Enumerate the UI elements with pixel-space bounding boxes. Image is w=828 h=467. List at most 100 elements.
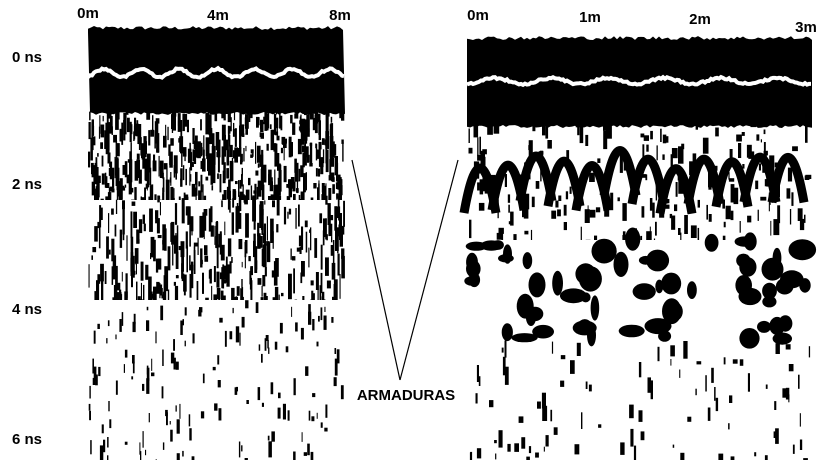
signal-streak (629, 404, 634, 419)
signal-streak (115, 110, 119, 130)
signal-blob (498, 254, 514, 263)
signal-streak (468, 147, 473, 154)
signal-blob (661, 272, 682, 295)
signal-streak (775, 428, 779, 444)
signal-streak (650, 130, 653, 140)
signal-streak (508, 204, 510, 213)
signal-streak (324, 427, 328, 432)
signal-streak (747, 373, 750, 392)
signal-streak (545, 124, 549, 139)
signal-streak (98, 366, 101, 377)
signal-blob (799, 278, 811, 293)
signal-streak (320, 422, 323, 428)
signal-streak (325, 404, 328, 418)
signal-blob (775, 278, 794, 295)
signal-streak (160, 170, 164, 175)
signal-streak (159, 283, 161, 299)
signal-streak (276, 153, 280, 165)
signal-streak (101, 155, 104, 167)
signal-streak (304, 111, 307, 116)
signal-streak (183, 288, 186, 296)
signal-streak (321, 291, 325, 300)
signal-streak (192, 149, 194, 162)
signal-streak (112, 167, 115, 188)
signal-streak (272, 195, 276, 200)
signal-streak (312, 393, 316, 398)
signal-streak (729, 149, 733, 163)
signal-streak (158, 155, 160, 177)
signal-streak (184, 340, 186, 347)
signal-streak (217, 355, 220, 365)
signal-streak (202, 158, 206, 172)
signal-streak (535, 452, 539, 458)
signal-streak (517, 174, 522, 180)
signal-streak (106, 338, 108, 344)
signal-streak (163, 275, 167, 300)
signal-streak (804, 214, 806, 223)
signal-streak (270, 218, 274, 243)
signal-streak (280, 115, 283, 131)
signal-blob (511, 333, 538, 343)
signal-streak (175, 251, 179, 269)
signal-streak (277, 407, 281, 419)
signal-streak (325, 149, 329, 173)
signal-streak (136, 229, 140, 244)
signal-streak (325, 132, 329, 149)
signal-streak (191, 183, 196, 197)
signal-streak (272, 200, 275, 208)
signal-streak (640, 235, 643, 240)
signal-streak (257, 180, 262, 197)
signal-streak (760, 139, 762, 143)
signal-streak (200, 142, 203, 157)
signal-streak (526, 456, 530, 460)
signal-streak (271, 431, 275, 442)
signal-streak (649, 226, 651, 240)
signal-streak (138, 137, 142, 145)
signal-streak (213, 294, 218, 300)
signal-streak (100, 124, 105, 138)
signal-streak (171, 221, 175, 245)
signal-streak (300, 165, 304, 178)
signal-streak (119, 181, 123, 200)
signal-streak (733, 187, 739, 205)
signal-streak (261, 184, 265, 200)
signal-streak (97, 323, 100, 329)
signal-streak (111, 188, 115, 193)
signal-streak (175, 405, 177, 412)
signal-streak (231, 257, 233, 263)
signal-streak (768, 192, 770, 212)
signal-streak (273, 185, 278, 200)
signal-streak (203, 221, 205, 240)
signal-streak (146, 169, 150, 188)
signal-streak (231, 287, 235, 300)
signal-streak (282, 403, 286, 420)
signal-streak (197, 141, 201, 159)
signal-streak (241, 153, 243, 163)
signal-streak (119, 319, 122, 332)
signal-streak (221, 124, 226, 141)
x-label: 3m (795, 19, 817, 36)
signal-blob (532, 324, 554, 339)
signal-streak (333, 377, 337, 387)
signal-streak (132, 355, 135, 364)
signal-streak (670, 154, 673, 171)
signal-streak (151, 291, 153, 300)
signal-streak (524, 230, 529, 235)
signal-streak (299, 246, 302, 254)
signal-streak (664, 136, 669, 143)
signal-streak (753, 160, 755, 176)
signal-streak (107, 437, 109, 448)
signal-streak (566, 150, 570, 169)
signal-streak (307, 443, 310, 456)
signal-streak (550, 409, 553, 422)
signal-streak (203, 195, 207, 200)
signal-streak (204, 245, 208, 256)
signal-streak (214, 113, 218, 122)
signal-streak (169, 151, 173, 168)
signal-streak (214, 225, 216, 245)
signal-streak (711, 367, 714, 383)
signal-streak (763, 142, 766, 158)
signal-streak (241, 174, 243, 187)
signal-streak (203, 135, 205, 154)
signal-streak (335, 182, 339, 190)
